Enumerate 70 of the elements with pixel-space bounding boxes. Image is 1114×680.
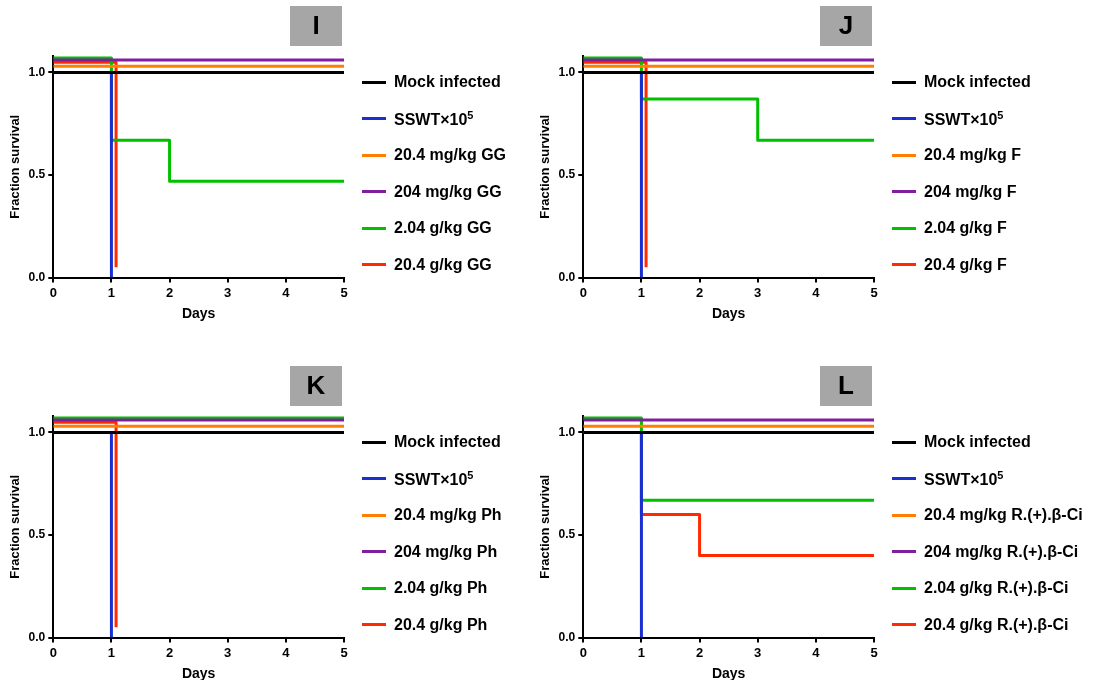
legend-label: 2.04 g/kg F [924, 219, 1007, 238]
legend-label: 204 mg/kg F [924, 182, 1017, 201]
legend-label: Mock infected [924, 433, 1031, 452]
legend-label: 20.4 g/kg F [924, 255, 1007, 274]
legend-label: 20.4 g/kg Ph [394, 615, 488, 634]
x-tick-label: 0 [49, 644, 57, 660]
legend-label: SSWT×10$^{5}$ [924, 108, 1004, 129]
legend-label: 204 mg/kg GG [394, 182, 502, 201]
y-axis-title: Fraction survival [7, 114, 23, 219]
y-tick-label: 0.5 [28, 167, 46, 182]
y-tick-label: 1.0 [558, 64, 576, 79]
y-axis-title: Fraction survival [537, 474, 553, 579]
y-axis-title: Fraction survival [537, 114, 553, 219]
x-tick-label: 1 [107, 284, 116, 300]
chart-title: J [838, 10, 854, 41]
x-tick-label: 5 [340, 284, 348, 300]
y-tick-label: 0.0 [28, 629, 46, 644]
y-tick-label: 0.0 [28, 269, 46, 284]
x-tick-label: 0 [579, 284, 587, 300]
legend-label: 204 mg/kg R.(+).β-Ci [924, 542, 1079, 561]
legend-label: Mock infected [394, 433, 501, 452]
legend-label: 20.4 mg/kg R.(+).β-Ci [924, 506, 1083, 525]
x-tick-label: 4 [282, 644, 291, 660]
legend-label: SSWT×10$^{5}$ [924, 468, 1004, 489]
chart-title: L [838, 370, 855, 401]
x-tick-label: 2 [165, 644, 174, 660]
y-tick-label: 1.0 [28, 424, 46, 439]
x-tick-label: 5 [340, 644, 348, 660]
legend-label: 20.4 mg/kg F [924, 146, 1021, 165]
legend-label: Mock infected [394, 73, 501, 92]
legend-label: 2.04 g/kg GG [394, 219, 492, 238]
x-tick-label: 5 [870, 644, 878, 660]
x-tick-label: 3 [754, 284, 762, 300]
x-tick-label: 2 [165, 284, 174, 300]
y-tick-label: 1.0 [558, 424, 576, 439]
x-tick-label: 4 [282, 284, 291, 300]
y-tick-label: 0.5 [28, 527, 46, 542]
chart-title: I [312, 10, 320, 41]
x-tick-label: 0 [49, 284, 57, 300]
x-tick-label: 1 [637, 644, 646, 660]
x-tick-label: 2 [695, 284, 704, 300]
x-tick-label: 5 [870, 284, 878, 300]
x-tick-label: 2 [695, 644, 704, 660]
x-tick-label: 3 [754, 644, 762, 660]
legend-label: 2.04 g/kg R.(+).β-Ci [924, 579, 1069, 598]
chart-title: K [306, 370, 326, 401]
legend-label: 20.4 mg/kg Ph [394, 506, 502, 525]
y-tick-label: 0.5 [558, 167, 576, 182]
y-tick-label: 0.0 [558, 629, 576, 644]
legend-label: 204 mg/kg Ph [394, 542, 498, 561]
legend-label: SSWT×10$^{5}$ [394, 108, 474, 129]
legend-label: Mock infected [924, 73, 1031, 92]
x-tick-label: 0 [579, 644, 587, 660]
x-tick-label: 1 [637, 284, 646, 300]
x-tick-label: 3 [224, 644, 232, 660]
legend-label: 2.04 g/kg Ph [394, 579, 488, 598]
y-tick-label: 0.5 [558, 527, 576, 542]
legend-label: 20.4 g/kg GG [394, 255, 492, 274]
x-tick-label: 1 [107, 644, 116, 660]
y-axis-title: Fraction survival [7, 474, 23, 579]
x-tick-label: 4 [812, 644, 821, 660]
legend-label: 20.4 g/kg R.(+).β-Ci [924, 615, 1069, 634]
legend-label: SSWT×10$^{5}$ [394, 468, 474, 489]
x-tick-label: 4 [812, 284, 821, 300]
x-axis-title: Days [181, 305, 216, 322]
x-tick-label: 3 [224, 284, 232, 300]
y-tick-label: 0.0 [558, 269, 576, 284]
legend-label: 20.4 mg/kg GG [394, 146, 507, 165]
y-tick-label: 1.0 [28, 64, 46, 79]
x-axis-title: Days [711, 305, 746, 322]
